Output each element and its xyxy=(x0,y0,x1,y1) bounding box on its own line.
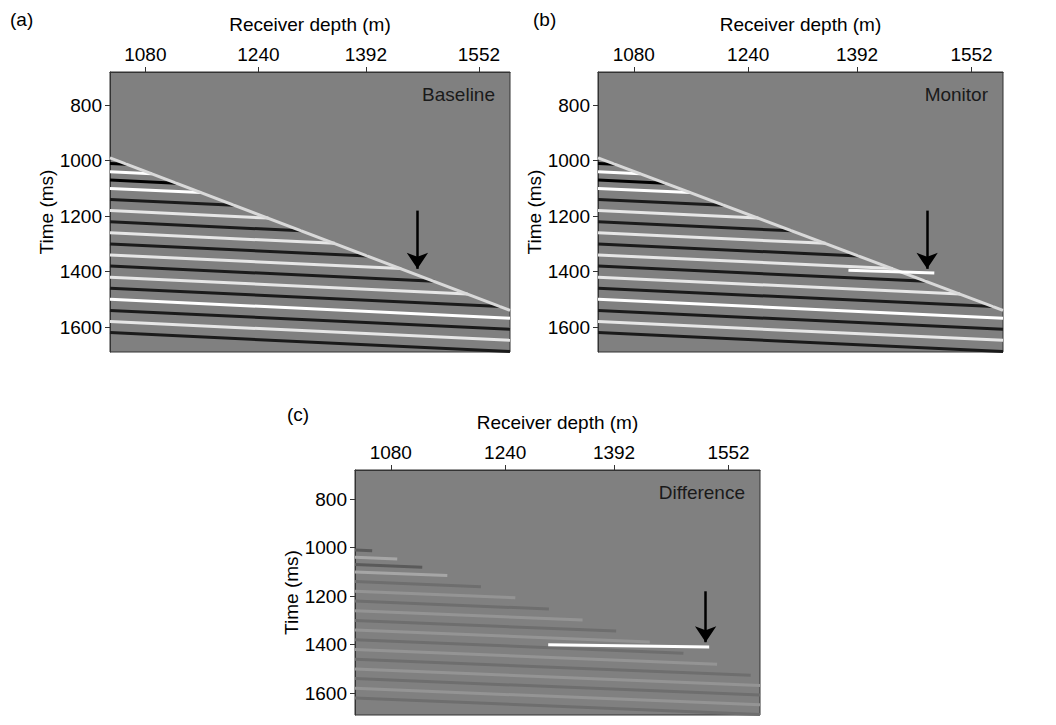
svg-text:1240: 1240 xyxy=(727,44,769,65)
svg-text:1600: 1600 xyxy=(60,317,102,338)
svg-text:1400: 1400 xyxy=(305,634,347,655)
svg-text:Receiver depth (m): Receiver depth (m) xyxy=(229,14,391,35)
svg-text:Time (ms): Time (ms) xyxy=(524,170,545,255)
svg-text:1392: 1392 xyxy=(593,442,635,463)
svg-text:1200: 1200 xyxy=(305,586,347,607)
svg-text:(c): (c) xyxy=(287,404,309,425)
svg-text:1200: 1200 xyxy=(60,206,102,227)
svg-text:Receiver depth (m): Receiver depth (m) xyxy=(720,14,882,35)
svg-text:1240: 1240 xyxy=(237,44,279,65)
svg-text:1200: 1200 xyxy=(548,206,590,227)
svg-text:1000: 1000 xyxy=(548,150,590,171)
svg-text:800: 800 xyxy=(70,95,102,116)
svg-text:1392: 1392 xyxy=(836,44,878,65)
svg-text:Time (ms): Time (ms) xyxy=(36,170,57,255)
svg-text:Receiver depth (m): Receiver depth (m) xyxy=(477,412,639,433)
svg-text:800: 800 xyxy=(558,95,590,116)
svg-text:1400: 1400 xyxy=(548,261,590,282)
svg-text:1080: 1080 xyxy=(124,44,166,65)
svg-text:Difference: Difference xyxy=(659,482,745,503)
svg-text:1000: 1000 xyxy=(60,150,102,171)
svg-text:1000: 1000 xyxy=(305,537,347,558)
svg-text:(a): (a) xyxy=(10,9,33,30)
svg-text:1552: 1552 xyxy=(458,44,500,65)
svg-text:1240: 1240 xyxy=(484,442,526,463)
svg-text:1080: 1080 xyxy=(613,44,655,65)
svg-text:1600: 1600 xyxy=(305,683,347,704)
svg-text:1552: 1552 xyxy=(707,442,749,463)
svg-text:1400: 1400 xyxy=(60,261,102,282)
svg-text:1600: 1600 xyxy=(548,317,590,338)
svg-text:Monitor: Monitor xyxy=(925,84,989,105)
svg-text:1080: 1080 xyxy=(370,442,412,463)
svg-text:1392: 1392 xyxy=(345,44,387,65)
svg-text:1552: 1552 xyxy=(950,44,992,65)
svg-text:Time (ms): Time (ms) xyxy=(281,550,302,635)
svg-text:800: 800 xyxy=(315,489,347,510)
svg-text:(b): (b) xyxy=(533,9,556,30)
svg-text:Baseline: Baseline xyxy=(422,84,495,105)
